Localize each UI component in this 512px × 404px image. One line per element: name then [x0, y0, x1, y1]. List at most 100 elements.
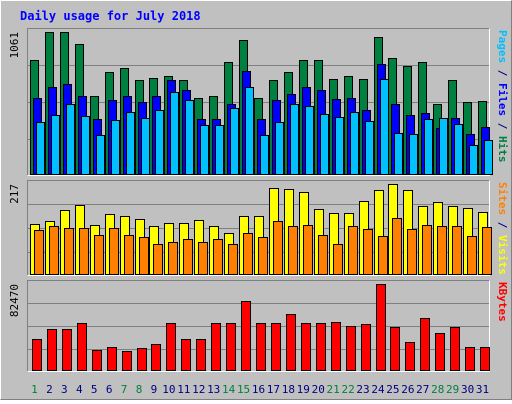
- sites-bar-day-25: [392, 218, 402, 275]
- kbytes-bar-day-31: [480, 347, 490, 371]
- kbytes-panel: 82470 KBytes: [8, 280, 509, 372]
- y-axis-max-label: 1061: [8, 32, 21, 59]
- day-label-26: 26: [401, 383, 414, 396]
- pages-bar-day-21: [335, 117, 344, 175]
- day-label-18: 18: [282, 383, 295, 396]
- day-label-24: 24: [371, 383, 385, 396]
- kbytes-bar-day-6: [107, 347, 117, 371]
- sites-bar-day-6: [109, 228, 119, 275]
- kbytes-bar-day-22: [346, 326, 356, 371]
- pages-bar-day-15: [245, 87, 254, 175]
- kbytes-bar-day-10: [166, 323, 176, 371]
- series-legend: Sites / Visits: [496, 182, 509, 275]
- kbytes-bar-day-17: [271, 323, 281, 371]
- day-label-27: 27: [416, 383, 429, 396]
- kbytes-bar-day-28: [435, 333, 445, 371]
- sites-bar-day-9: [153, 244, 163, 275]
- sites-bar-day-31: [482, 227, 492, 275]
- pages-bar-day-28: [439, 118, 448, 175]
- pages-bar-day-31: [484, 140, 493, 175]
- sites-bar-day-23: [363, 229, 373, 275]
- sites-bar-day-16: [258, 237, 268, 275]
- sites-bar-day-28: [437, 226, 447, 275]
- hits-panel: 1061 Pages / Files / Hits: [8, 28, 509, 176]
- kbytes-bar-day-23: [361, 324, 371, 371]
- day-label-17: 17: [267, 383, 280, 396]
- sites-bar-day-29: [452, 226, 462, 275]
- sites-bar-day-14: [228, 244, 238, 275]
- sites-bar-day-12: [198, 242, 208, 275]
- day-label-15: 15: [237, 383, 250, 396]
- kbytes-bar-day-4: [77, 323, 87, 371]
- day-label-20: 20: [312, 383, 325, 396]
- pages-bar-day-1: [36, 122, 45, 175]
- visits-panel: 217 Sites / Visits: [8, 180, 509, 276]
- day-label-29: 29: [446, 383, 459, 396]
- pages-bar-day-16: [260, 135, 269, 175]
- panel-bevel-dark: [27, 28, 490, 176]
- sites-bar-day-17: [273, 221, 283, 275]
- day-label-3: 3: [61, 383, 68, 396]
- day-label-5: 5: [91, 383, 98, 396]
- day-label-6: 6: [106, 383, 113, 396]
- day-label-4: 4: [76, 383, 83, 396]
- legend-part: Files: [496, 83, 509, 116]
- pages-bar-day-11: [185, 100, 194, 175]
- sites-bar-day-27: [422, 225, 432, 275]
- day-label-23: 23: [356, 383, 369, 396]
- pages-bar-day-22: [350, 112, 359, 175]
- day-label-7: 7: [121, 383, 128, 396]
- day-label-14: 14: [222, 383, 236, 396]
- kbytes-bar-day-24: [376, 284, 386, 371]
- legend-part: Pages: [496, 30, 509, 63]
- kbytes-bar-day-9: [151, 344, 161, 371]
- kbytes-bar-day-11: [181, 339, 191, 371]
- day-label-31: 31: [476, 383, 489, 396]
- kbytes-bar-day-21: [331, 322, 341, 371]
- kbytes-bar-day-19: [301, 323, 311, 371]
- day-label-16: 16: [252, 383, 265, 396]
- legend-part: Hits: [496, 136, 509, 163]
- day-label-1: 1: [31, 383, 38, 396]
- pages-bar-day-5: [96, 135, 105, 175]
- day-label-11: 11: [177, 383, 190, 396]
- pages-bar-day-26: [409, 134, 418, 175]
- pages-bar-day-29: [454, 124, 463, 175]
- day-label-21: 21: [327, 383, 340, 396]
- kbytes-bar-day-15: [241, 301, 251, 371]
- pages-bar-day-30: [469, 145, 478, 175]
- pages-bar-day-13: [215, 125, 224, 175]
- sites-bar-day-15: [243, 233, 253, 275]
- day-label-9: 9: [151, 383, 158, 396]
- sites-bar-day-22: [348, 226, 358, 275]
- panel-bevel-light: [27, 28, 490, 176]
- day-label-22: 22: [341, 383, 354, 396]
- sites-bar-day-26: [407, 229, 417, 275]
- legend-part: /: [496, 215, 509, 235]
- sites-bar-day-7: [124, 235, 134, 275]
- pages-bar-day-19: [305, 106, 314, 175]
- pages-bar-day-27: [424, 119, 433, 175]
- legend-part: KBytes: [496, 282, 509, 322]
- pages-bar-day-2: [51, 115, 60, 175]
- sites-bar-day-20: [318, 235, 328, 275]
- kbytes-bar-day-13: [211, 323, 221, 371]
- sites-bar-day-24: [378, 236, 388, 275]
- panel-bevel-dark: [27, 280, 490, 372]
- legend-part: Sites: [496, 182, 509, 215]
- sites-bar-day-5: [94, 235, 104, 275]
- kbytes-bar-day-16: [256, 323, 266, 371]
- kbytes-bar-day-8: [137, 348, 147, 371]
- sites-bar-day-30: [467, 236, 477, 275]
- series-legend: KBytes: [496, 282, 509, 322]
- sites-bar-day-18: [288, 226, 298, 275]
- chart-title: Daily usage for July 2018: [20, 9, 201, 23]
- pages-bar-day-17: [275, 122, 284, 175]
- kbytes-bar-day-25: [390, 327, 400, 371]
- kbytes-bar-day-5: [92, 350, 102, 371]
- panel-bevel-light: [27, 180, 490, 276]
- kbytes-bar-day-12: [196, 339, 206, 371]
- legend-part: /: [496, 116, 509, 136]
